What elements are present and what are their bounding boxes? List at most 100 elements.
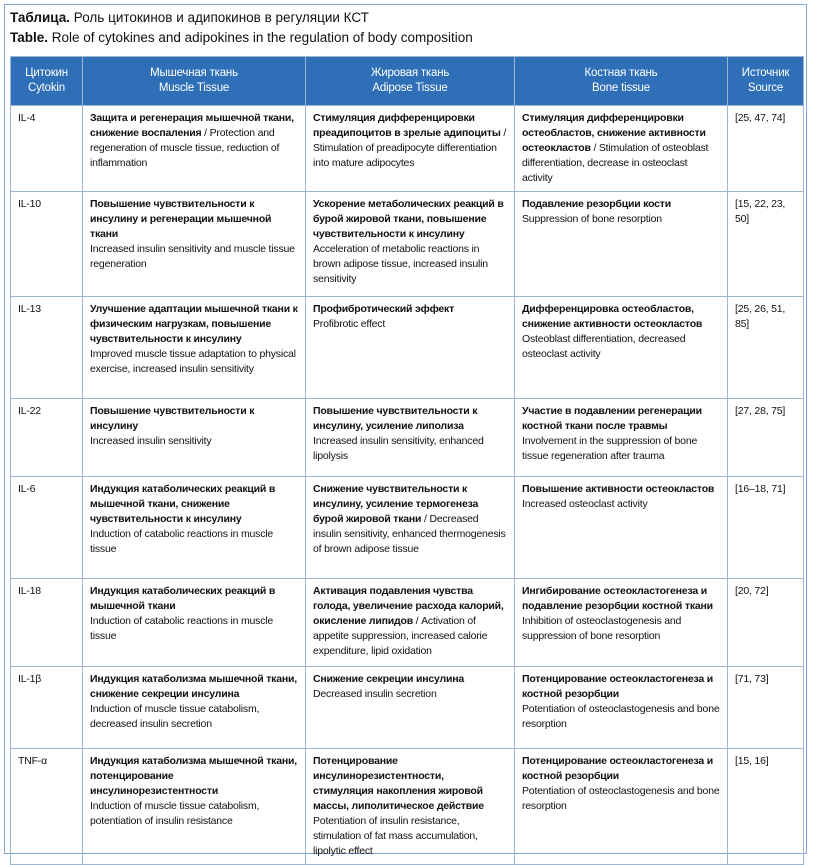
- bone-cell: Ингибирование остеокластогенеза и подавл…: [514, 578, 728, 667]
- bone-cell: Подавление резорбции кости Suppression o…: [514, 191, 728, 297]
- text-ru: Дифференцировка остеобластов, снижение а…: [522, 303, 703, 330]
- table-row: IL-10 Повышение чувствительности к инсули…: [10, 191, 804, 297]
- bone-cell: Стимуляция дифференцировки остеобластов,…: [514, 105, 728, 192]
- table-row: IL-4 Защита и регенерация мышечной ткани,…: [10, 105, 804, 192]
- text-ru: Потенцирование остеокластогенеза и костн…: [522, 755, 714, 782]
- text-en: Induction of catabolic reactions in musc…: [90, 528, 274, 555]
- text-ru: Стимуляция дифференцировки преадипоцитов…: [313, 112, 501, 139]
- text-en: Potentiation of insulin resistance, stim…: [313, 815, 478, 857]
- muscle-cell: Улучшение адаптации мышечной ткани к физ…: [82, 296, 306, 399]
- muscle-cell: Защита и регенерация мышечной ткани, сни…: [82, 105, 306, 192]
- source-cell: [71, 73]: [727, 666, 804, 749]
- table-row: IL-18 Индукция катаболических реакций в м…: [10, 578, 804, 667]
- caption-en: Table. Role of cytokines and adipokines …: [10, 28, 473, 48]
- header-en: Bone tissue: [592, 82, 650, 94]
- adipose-cell: Активация подавления чувства голода, уве…: [305, 578, 515, 667]
- cytokine-cell: IL-4: [10, 105, 83, 192]
- text-en: Potentiation of osteoclastogenesis and b…: [522, 703, 720, 730]
- cytokine-cell: IL-18: [10, 578, 83, 667]
- bone-cell: Повышение активности остеокластов Increa…: [514, 476, 728, 579]
- cytokine-cell: IL-1β: [10, 666, 83, 749]
- caption-text: Роль цитокинов и адипокинов в регуляции …: [73, 10, 369, 25]
- muscle-cell: Индукция катаболических реакций в мышечн…: [82, 578, 306, 667]
- table-row: IL-1β Индукция катаболизма мышечной ткани…: [10, 666, 804, 749]
- table-row: IL-6 Индукция катаболических реакций в мы…: [10, 476, 804, 579]
- text-ru: Индукция катаболизма мышечной ткани, пот…: [90, 755, 297, 797]
- text-ru: Повышение чувствительности к инсулину, у…: [313, 405, 478, 432]
- cytokine-cell: TNF-α: [10, 748, 83, 865]
- text-ru: Ингибирование остеокластогенеза и подавл…: [522, 585, 713, 612]
- text-en: Increased insulin sensitivity: [90, 435, 212, 447]
- source-cell: [20, 72]: [727, 578, 804, 667]
- text-ru: Индукция катаболических реакций в мышечн…: [90, 483, 276, 525]
- header-en: Muscle Tissue: [158, 82, 230, 94]
- adipose-cell: Потенцирование инсулинорезистентности, с…: [305, 748, 515, 865]
- text-en: Involvement in the suppression of bone t…: [522, 435, 698, 462]
- text-ru: Индукция катаболизма мышечной ткани, сни…: [90, 673, 297, 700]
- caption-label: Table.: [10, 30, 49, 45]
- text-en: Increased osteoclast activity: [522, 498, 648, 510]
- header-ru: Костная ткань: [584, 67, 658, 79]
- caption: Таблица. Роль цитокинов и адипокинов в р…: [10, 8, 473, 48]
- text-ru: Повышение активности остеокластов: [522, 483, 715, 495]
- text-en: / Protection and regeneration of muscle …: [90, 127, 280, 169]
- text-ru: Подавление резорбции кости: [522, 198, 672, 210]
- text-ru: Активация подавления чувства голода, уве…: [313, 585, 504, 627]
- muscle-cell: Индукция катаболизма мышечной ткани, пот…: [82, 748, 306, 865]
- text-ru: Повышение чувствительности к инсулину: [90, 405, 255, 432]
- text-en: Inhibition of osteoclastogenesis and sup…: [522, 615, 682, 642]
- text-en: Potentiation of osteoclastogenesis and b…: [522, 785, 720, 812]
- table-row: IL-22 Повышение чувствительности к инсули…: [10, 398, 804, 477]
- source-cell: [25, 26, 51, 85]: [727, 296, 804, 399]
- text-en: Induction of muscle tissue catabolism, p…: [90, 800, 260, 827]
- table: Цитокин Cytokin Мышечная ткань Muscle Tissu…: [10, 56, 804, 865]
- text-ru: Участие в подавлении регенерации костной…: [522, 405, 702, 432]
- source-cell: [27, 28, 75]: [727, 398, 804, 477]
- cytokine-cell: IL-13: [10, 296, 83, 399]
- text-ru: Потенцирование остеокластогенеза и костн…: [522, 673, 714, 700]
- text-ru: Повышение чувствительности к инсулину и …: [90, 198, 272, 240]
- text-ru: Улучшение адаптации мышечной ткани к физ…: [90, 303, 298, 345]
- caption-ru: Таблица. Роль цитокинов и адипокинов в р…: [10, 8, 473, 28]
- caption-label: Таблица.: [10, 10, 71, 25]
- text-en: / Stimulation of osteoblast differentiat…: [522, 142, 709, 184]
- text-ru: Защита и регенерация мышечной ткани, сни…: [90, 112, 294, 139]
- header-row: Цитокин Cytokin Мышечная ткань Muscle Tissu…: [10, 56, 804, 106]
- text-ru: Индукция катаболических реакций в мышечн…: [90, 585, 276, 612]
- text-en: Induction of muscle tissue catabolism, d…: [90, 703, 260, 730]
- text-ru: Ускорение метаболических реакций в бурой…: [313, 198, 504, 240]
- adipose-cell: Профибротический эффект Profibrotic effe…: [305, 296, 515, 399]
- text-en: Improved muscle tissue adaptation to phy…: [90, 348, 296, 375]
- text-en: Decreased insulin secretion: [313, 688, 437, 700]
- bone-cell: Потенцирование остеокластогенеза и костн…: [514, 748, 728, 865]
- header-ru: Жировая ткань: [370, 67, 450, 79]
- source-cell: [15, 22, 23, 50]: [727, 191, 804, 297]
- text-en: Suppression of bone resorption: [522, 213, 662, 225]
- text-ru: Потенцирование инсулинорезистентности, с…: [313, 755, 484, 812]
- header-ru: Мышечная ткань: [150, 67, 238, 79]
- header-cell: Цитокин Cytokin: [10, 56, 83, 106]
- text-en: Induction of catabolic reactions in musc…: [90, 615, 274, 642]
- text-ru: Снижение чувствительности к инсулину, ус…: [313, 483, 479, 525]
- header-cell: Источник Source: [727, 56, 804, 106]
- caption-text: Role of cytokines and adipokines in the …: [51, 30, 473, 45]
- text-en: / Stimulation of preadipocyte differenti…: [313, 127, 507, 169]
- source-cell: [25, 47, 74]: [727, 105, 804, 192]
- adipose-cell: Стимуляция дифференцировки преадипоцитов…: [305, 105, 515, 192]
- header-cell: Жировая ткань Adipose Tissue: [305, 56, 515, 106]
- text-en: / Activation of appetite suppression, in…: [313, 615, 488, 657]
- adipose-cell: Снижение секреции инсулина Decreased ins…: [305, 666, 515, 749]
- bone-cell: Дифференцировка остеобластов, снижение а…: [514, 296, 728, 399]
- table-row: TNF-α Индукция катаболизма мышечной ткани…: [10, 748, 804, 865]
- text-en: Increased insulin sensitivity and muscle…: [90, 243, 295, 270]
- adipose-cell: Повышение чувствительности к инсулину, у…: [305, 398, 515, 477]
- muscle-cell: Повышение чувствительности к инсулину и …: [82, 191, 306, 297]
- header-ru: Источник: [741, 67, 790, 79]
- bone-cell: Потенцирование остеокластогенеза и костн…: [514, 666, 728, 749]
- bone-cell: Участие в подавлении регенерации костной…: [514, 398, 728, 477]
- muscle-cell: Индукция катаболизма мышечной ткани, сни…: [82, 666, 306, 749]
- header-cell: Костная ткань Bone tissue: [514, 56, 728, 106]
- header-en: Source: [747, 82, 784, 94]
- text-en: Acceleration of metabolic reactions in b…: [313, 243, 488, 285]
- adipose-cell: Ускорение метаболических реакций в бурой…: [305, 191, 515, 297]
